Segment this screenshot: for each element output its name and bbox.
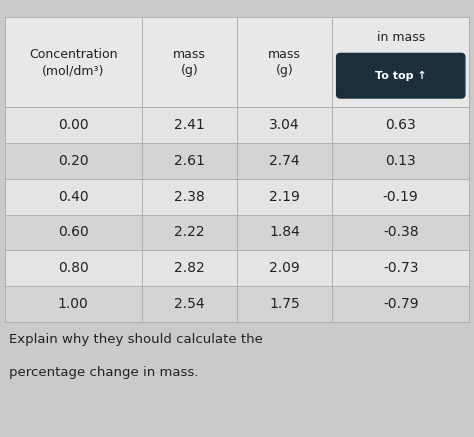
Text: 2.41: 2.41: [174, 118, 205, 132]
Bar: [5, 286, 469, 322]
Bar: [5, 17, 469, 322]
Text: 0.00: 0.00: [58, 118, 89, 132]
Text: -0.38: -0.38: [383, 225, 419, 239]
Text: 2.22: 2.22: [174, 225, 205, 239]
Text: 0.20: 0.20: [58, 154, 89, 168]
Text: 1.84: 1.84: [269, 225, 300, 239]
Text: in mass: in mass: [377, 31, 425, 44]
Text: 0.63: 0.63: [385, 118, 416, 132]
Text: 2.74: 2.74: [269, 154, 300, 168]
FancyBboxPatch shape: [337, 53, 465, 98]
Bar: [5, 215, 469, 250]
Text: 1.00: 1.00: [58, 297, 89, 311]
Text: 0.60: 0.60: [58, 225, 89, 239]
Text: Concentration
(mol/dm³): Concentration (mol/dm³): [29, 48, 118, 77]
Text: 2.61: 2.61: [174, 154, 205, 168]
Text: 2.38: 2.38: [174, 190, 205, 204]
Text: mass
(g): mass (g): [268, 48, 301, 77]
Bar: [5, 107, 469, 143]
Text: percentage change in mass.: percentage change in mass.: [9, 366, 199, 379]
Text: 0.13: 0.13: [385, 154, 416, 168]
Text: 0.80: 0.80: [58, 261, 89, 275]
Text: -0.73: -0.73: [383, 261, 419, 275]
Text: 0.40: 0.40: [58, 190, 89, 204]
Text: mass
(g): mass (g): [173, 48, 206, 77]
Text: 2.54: 2.54: [174, 297, 205, 311]
Text: Explain why they should calculate the: Explain why they should calculate the: [9, 333, 264, 346]
Bar: [5, 179, 469, 215]
Text: 1.75: 1.75: [269, 297, 300, 311]
Text: 2.19: 2.19: [269, 190, 300, 204]
Text: 2.09: 2.09: [269, 261, 300, 275]
Text: -0.19: -0.19: [383, 190, 419, 204]
Bar: [5, 250, 469, 286]
Bar: [5, 143, 469, 179]
Text: 3.04: 3.04: [269, 118, 300, 132]
Text: -0.79: -0.79: [383, 297, 419, 311]
Text: To top ↑: To top ↑: [375, 71, 427, 81]
Text: 2.82: 2.82: [174, 261, 205, 275]
